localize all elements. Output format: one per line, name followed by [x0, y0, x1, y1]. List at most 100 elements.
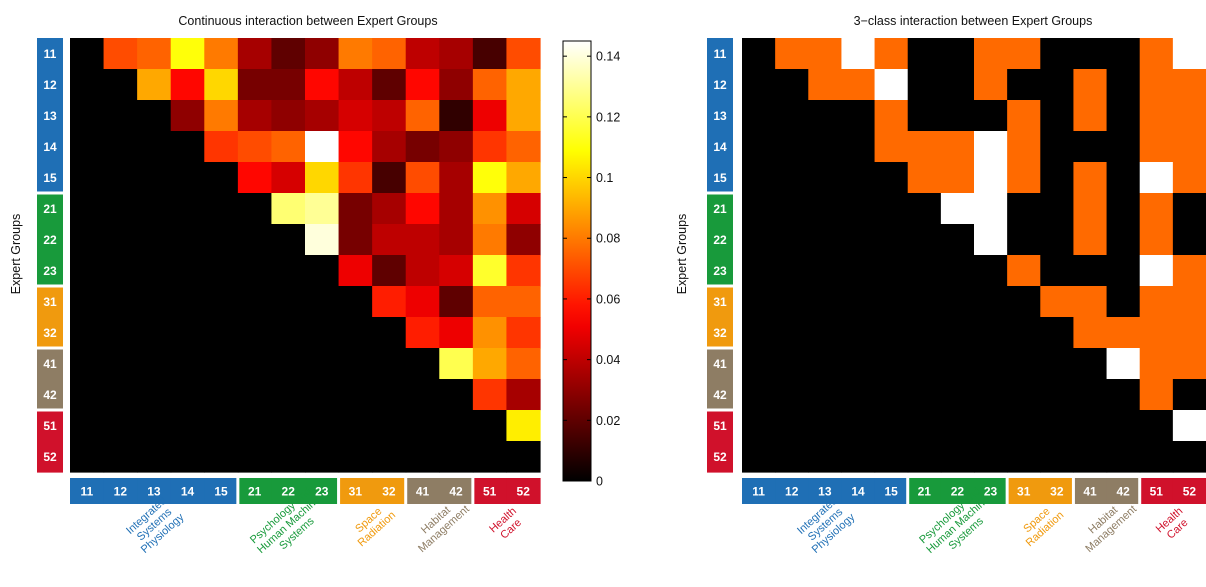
row-label: 14 — [713, 140, 727, 154]
heatmap-cell — [405, 38, 440, 70]
heatmap-cell — [874, 410, 909, 442]
heatmap-cell — [170, 255, 205, 287]
group-separator — [906, 477, 910, 505]
heatmap-cell — [271, 410, 306, 442]
heatmap-cell — [271, 441, 306, 473]
heatmap-cell — [405, 69, 440, 101]
heatmap-cell — [907, 69, 942, 101]
heatmap-cell — [237, 224, 273, 256]
heatmap-cell — [506, 348, 541, 380]
row-label: 51 — [713, 419, 727, 433]
heatmap-cell — [170, 286, 205, 318]
heatmap-cell — [1172, 193, 1206, 225]
heatmap-cell — [1106, 379, 1141, 411]
column-label: 12 — [785, 485, 799, 499]
y-axis-label-continuous: Expert Groups — [9, 214, 23, 295]
heatmap-cell — [940, 348, 975, 380]
column-label-band — [372, 478, 407, 504]
heatmap-cell — [204, 348, 239, 380]
heatmap-cell — [372, 162, 407, 194]
heatmap-cell — [841, 317, 876, 349]
heatmap-cell — [1007, 131, 1041, 163]
heatmap-cell — [1040, 38, 1075, 70]
heatmap-cell — [974, 317, 1008, 349]
heatmap-cell — [439, 100, 474, 132]
heatmap-cell — [775, 441, 809, 473]
heatmap-cell — [1172, 379, 1206, 411]
heatmap-cell — [70, 379, 105, 411]
column-label: 52 — [517, 485, 531, 499]
heatmap-cell — [338, 100, 373, 132]
heatmap-cell — [70, 286, 105, 318]
column-label-band — [1106, 478, 1141, 504]
heatmap-cell — [70, 410, 105, 442]
column-label-band — [405, 478, 440, 504]
heatmap-cell — [940, 100, 975, 132]
heatmap-cell — [237, 100, 273, 132]
row-label: 31 — [43, 295, 57, 309]
heatmap-cell — [237, 441, 273, 473]
heatmap-cell — [1040, 100, 1075, 132]
heatmap-cell — [305, 348, 340, 380]
heatmap-cell — [204, 38, 239, 70]
heatmap-cell — [204, 69, 239, 101]
heatmap-cell — [1007, 162, 1041, 194]
column-label: 22 — [951, 485, 965, 499]
heatmap-cell — [103, 286, 138, 318]
heatmap-cell — [506, 224, 541, 256]
row-label: 21 — [43, 202, 57, 216]
heatmap-cell — [1139, 224, 1174, 256]
heatmap-cell — [742, 69, 776, 101]
row-label-band — [37, 441, 63, 473]
heatmap-cell — [506, 379, 541, 411]
heatmap-cell — [974, 193, 1008, 225]
heatmap-cell — [907, 255, 942, 287]
heatmap-cell — [808, 441, 843, 473]
heatmap-cell — [472, 69, 508, 101]
heatmap-cell — [338, 131, 373, 163]
heatmap-cell — [103, 379, 138, 411]
heatmap-cell — [472, 131, 508, 163]
colorbar-gradient — [562, 40, 592, 482]
heatmap-cell — [405, 224, 440, 256]
row-label-band — [37, 131, 63, 163]
heatmap-cell — [338, 162, 373, 194]
heatmap-cell — [472, 410, 508, 442]
heatmap-cell — [70, 224, 105, 256]
heatmap-cell — [338, 193, 373, 225]
column-label: 41 — [416, 485, 430, 499]
heatmap-cell — [1139, 441, 1174, 473]
row-label-band — [707, 193, 733, 225]
heatmap-cell — [1040, 255, 1075, 287]
heatmap-cell — [940, 441, 975, 473]
heatmap-cell — [841, 379, 876, 411]
column-label-band — [1139, 478, 1174, 504]
heatmap-cell — [742, 317, 776, 349]
heatmap-cell — [742, 410, 776, 442]
heatmap-cell — [472, 348, 508, 380]
heatmap-cell — [204, 286, 239, 318]
heatmap-cell — [1139, 193, 1174, 225]
heatmap-cell — [506, 441, 541, 473]
heatmap-cell — [1172, 317, 1206, 349]
row-label: 51 — [43, 419, 57, 433]
heatmap-cell — [907, 131, 942, 163]
row-group-labels-continuous: 11 12 13 14 15 21 22 23 31 32 41 42 51 52 — [36, 38, 64, 473]
heatmap-cell — [170, 317, 205, 349]
heatmap-cell — [103, 69, 138, 101]
heatmap-cell — [1073, 379, 1108, 411]
row-label-band — [37, 162, 63, 194]
heatmap-cell — [472, 379, 508, 411]
colorbar-tick-label: 0.02 — [596, 414, 620, 428]
heatmap-cells-continuous — [70, 38, 541, 473]
heatmap-cell — [506, 286, 541, 318]
heatmap-cell — [305, 379, 340, 411]
heatmap-cell — [1073, 255, 1108, 287]
group-separator — [404, 477, 408, 505]
heatmap-cell — [742, 286, 776, 318]
heatmap-cell — [170, 224, 205, 256]
heatmap-cell — [137, 100, 172, 132]
heatmap-cell — [439, 255, 474, 287]
row-label: 31 — [713, 295, 727, 309]
heatmap-cell — [338, 69, 373, 101]
